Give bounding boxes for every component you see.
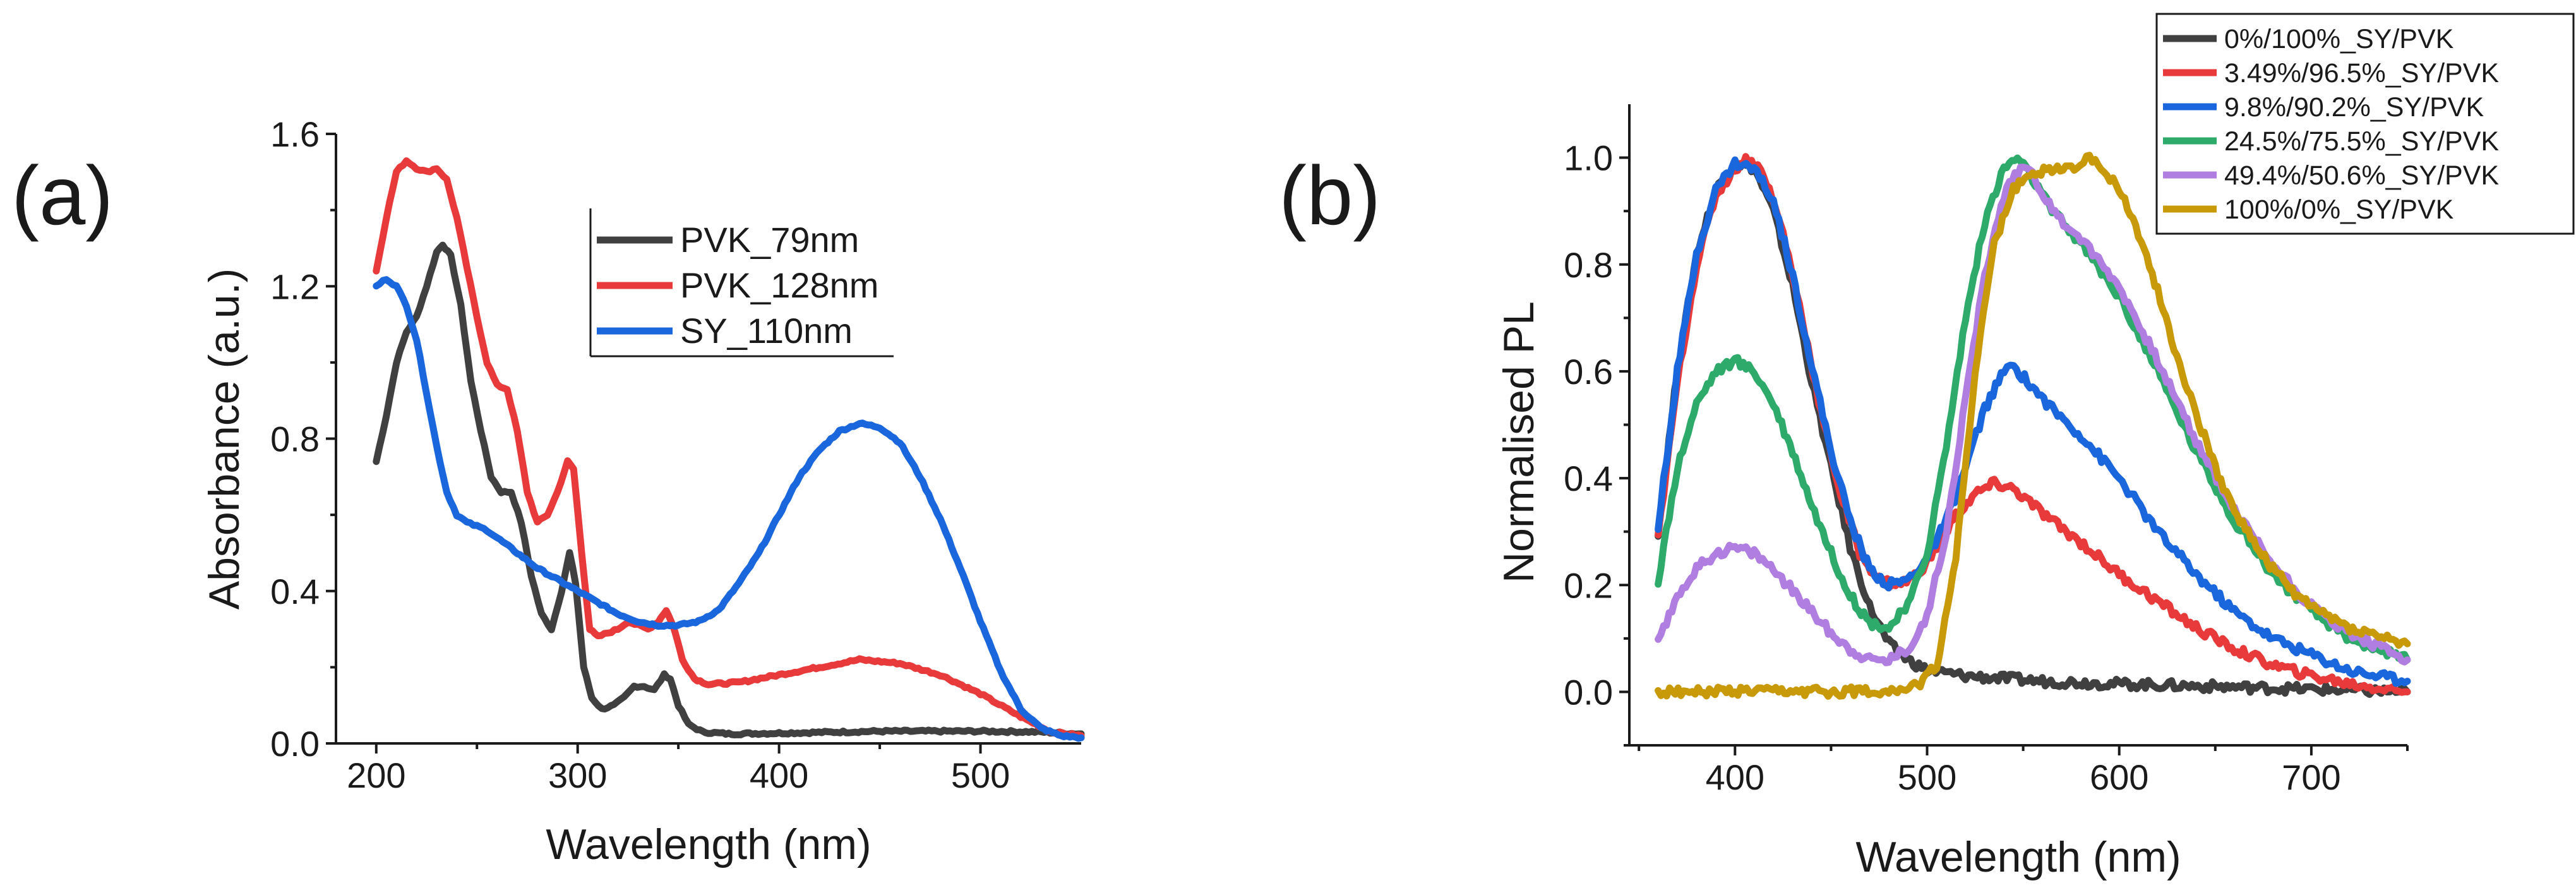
- panel-b-legend-label-100-0-sy-pvk: 100%/0%_SY/PVK: [2224, 195, 2454, 225]
- panel-b-label: (b): [1279, 149, 1381, 242]
- panel-a-x-axis-title: Wavelength (nm): [546, 820, 871, 868]
- panel-a-series-pvk-128nm: [373, 157, 1085, 740]
- panel-b-x-tick-label-700: 700: [2282, 757, 2340, 797]
- panel-b-y-tick-label-0.4: 0.4: [1564, 459, 1613, 498]
- panel-b-legend-label-24-5-75-5-sy-pvk: 24.5%/75.5%_SY/PVK: [2224, 126, 2499, 157]
- panel-a-curves: [373, 157, 1085, 742]
- panel-b-y-tick-label-0: 0.0: [1564, 672, 1613, 712]
- panel-a-x-tick-label-200: 200: [347, 755, 405, 795]
- panel-b-x-tick-label-500: 500: [1898, 757, 1956, 797]
- panel-a-x-tick-label-400: 400: [750, 755, 808, 795]
- panel-a-series-pvk-79nm: [373, 241, 1085, 738]
- panel-b-series-9-8-90-2-sy-pvk: [1655, 156, 2411, 687]
- panel-b-y-tick-label-1: 1.0: [1564, 138, 1613, 178]
- panel-b-x-axis-title: Wavelength (nm): [1855, 833, 2181, 881]
- panel-a-legend-label-pvk-79nm: PVK_79nm: [680, 220, 859, 260]
- panel-b-y-axis-title: Normalised PL: [1495, 301, 1543, 583]
- panel-b-legend-label-9-8-90-2-sy-pvk: 9.8%/90.2%_SY/PVK: [2224, 92, 2484, 123]
- panel-b-legend-box: [2155, 13, 2575, 235]
- panel-b-y-tick-label-0.2: 0.2: [1564, 565, 1613, 605]
- panel-b-series-24-5-75-5-sy-pvk: [1655, 154, 2411, 664]
- panel-b-x-tick-label-400: 400: [1706, 757, 1764, 797]
- panel-b-legend-label-3-49-96-5-sy-pvk: 3.49%/96.5%_SY/PVK: [2224, 58, 2499, 88]
- panel-a-absorbance-chart: (a) 200 300 400 500 0.0 0.4 0.8 1.2 1.6 Waveleng…: [11, 114, 1085, 868]
- panel-a-label: (a): [11, 149, 113, 242]
- panel-a-x-tick-label-300: 300: [548, 755, 607, 795]
- panel-b-y-tick-label-0.8: 0.8: [1564, 245, 1613, 285]
- panel-a-y-axis-title: Absorbance (a.u.): [200, 268, 248, 610]
- panel-a-legend-label-sy-110nm: SY_110nm: [680, 311, 853, 351]
- panel-a-series-sy-110nm: [373, 276, 1085, 742]
- panel-a-y-tick-label-0.8: 0.8: [270, 419, 320, 459]
- panel-b-pl-chart: (b) 400 500 600 700 0.0 0.2 0.4 0.6 0.8 1.0 Wavel…: [1279, 13, 2575, 881]
- panel-a-legend: PVK_79nm PVK_128nm SY_110nm: [589, 208, 894, 357]
- panel-a-ticks: 200 300 400 500 0.0 0.4 0.8 1.2 1.6: [270, 114, 1010, 795]
- panel-b-legend-label-49-4-50-6-sy-pvk: 49.4%/50.6%_SY/PVK: [2224, 160, 2499, 191]
- panel-b-series-100-0-sy-pvk: [1655, 152, 2411, 700]
- panel-b-x-tick-label-600: 600: [2090, 757, 2148, 797]
- panel-b-curves: [1655, 152, 2411, 700]
- panel-a-y-tick-label-1.2: 1.2: [270, 267, 320, 306]
- panel-b-ticks: 400 500 600 700 0.0 0.2 0.4 0.6 0.8 1.0: [1564, 138, 2409, 797]
- panel-a-y-tick-label-1.6: 1.6: [270, 114, 320, 154]
- panel-b-legend-label-0-100-sy-pvk: 0%/100%_SY/PVK: [2224, 24, 2454, 54]
- panel-a-y-tick-label-0.4: 0.4: [270, 572, 320, 611]
- panel-b-y-tick-label-0.6: 0.6: [1564, 352, 1613, 392]
- panel-a-legend-label-pvk-128nm: PVK_128nm: [680, 265, 878, 305]
- panel-a-x-tick-label-500: 500: [951, 755, 1010, 795]
- panel-b-legend: 0%/100%_SY/PVK 3.49%/96.5%_SY/PVK 9.8%/90.…: [2155, 13, 2575, 235]
- panel-a-y-tick-label-0: 0.0: [270, 724, 320, 764]
